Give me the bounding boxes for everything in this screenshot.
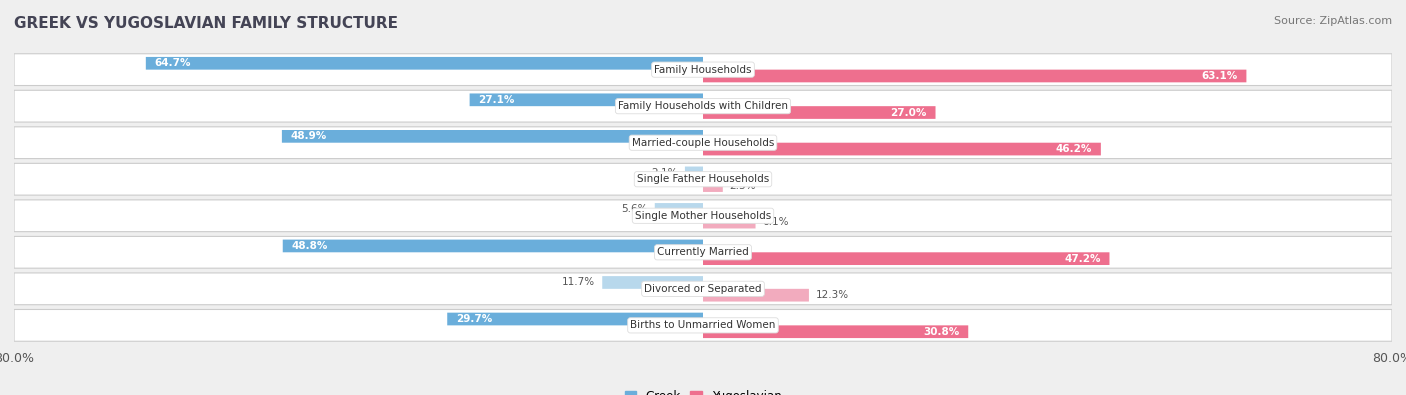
Text: 48.8%: 48.8% <box>291 241 328 251</box>
FancyBboxPatch shape <box>14 273 1392 305</box>
Text: 29.7%: 29.7% <box>456 314 492 324</box>
Text: Family Households: Family Households <box>654 65 752 75</box>
Text: 12.3%: 12.3% <box>815 290 849 300</box>
Text: 63.1%: 63.1% <box>1202 71 1237 81</box>
FancyBboxPatch shape <box>703 325 969 338</box>
FancyBboxPatch shape <box>14 54 1392 86</box>
Text: Currently Married: Currently Married <box>657 247 749 257</box>
Text: 11.7%: 11.7% <box>562 277 595 288</box>
Text: 5.6%: 5.6% <box>621 205 648 214</box>
Text: 6.1%: 6.1% <box>762 217 789 227</box>
Text: 27.0%: 27.0% <box>890 107 927 118</box>
FancyBboxPatch shape <box>703 216 755 228</box>
Text: Births to Unmarried Women: Births to Unmarried Women <box>630 320 776 330</box>
FancyBboxPatch shape <box>703 106 935 119</box>
FancyBboxPatch shape <box>602 276 703 289</box>
FancyBboxPatch shape <box>146 57 703 70</box>
FancyBboxPatch shape <box>447 313 703 325</box>
FancyBboxPatch shape <box>655 203 703 216</box>
Text: 48.9%: 48.9% <box>291 132 326 141</box>
Text: 47.2%: 47.2% <box>1064 254 1101 263</box>
FancyBboxPatch shape <box>703 252 1109 265</box>
FancyBboxPatch shape <box>703 143 1101 155</box>
FancyBboxPatch shape <box>703 70 1246 82</box>
FancyBboxPatch shape <box>470 94 703 106</box>
FancyBboxPatch shape <box>14 90 1392 122</box>
FancyBboxPatch shape <box>283 240 703 252</box>
FancyBboxPatch shape <box>281 130 703 143</box>
FancyBboxPatch shape <box>685 167 703 179</box>
FancyBboxPatch shape <box>14 164 1392 195</box>
Text: Married-couple Households: Married-couple Households <box>631 138 775 148</box>
FancyBboxPatch shape <box>14 127 1392 158</box>
Text: Single Father Households: Single Father Households <box>637 174 769 184</box>
Legend: Greek, Yugoslavian: Greek, Yugoslavian <box>620 385 786 395</box>
Text: 2.3%: 2.3% <box>730 181 756 190</box>
FancyBboxPatch shape <box>14 200 1392 231</box>
Text: 27.1%: 27.1% <box>478 95 515 105</box>
Text: Single Mother Households: Single Mother Households <box>636 211 770 221</box>
Text: 64.7%: 64.7% <box>155 58 191 68</box>
Text: Divorced or Separated: Divorced or Separated <box>644 284 762 294</box>
Text: Source: ZipAtlas.com: Source: ZipAtlas.com <box>1274 16 1392 26</box>
Text: Family Households with Children: Family Households with Children <box>619 101 787 111</box>
Text: GREEK VS YUGOSLAVIAN FAMILY STRUCTURE: GREEK VS YUGOSLAVIAN FAMILY STRUCTURE <box>14 16 398 31</box>
FancyBboxPatch shape <box>14 237 1392 268</box>
FancyBboxPatch shape <box>14 309 1392 341</box>
Text: 46.2%: 46.2% <box>1056 144 1092 154</box>
FancyBboxPatch shape <box>703 179 723 192</box>
Text: 2.1%: 2.1% <box>651 168 678 178</box>
FancyBboxPatch shape <box>703 289 808 301</box>
Text: 30.8%: 30.8% <box>924 327 960 337</box>
